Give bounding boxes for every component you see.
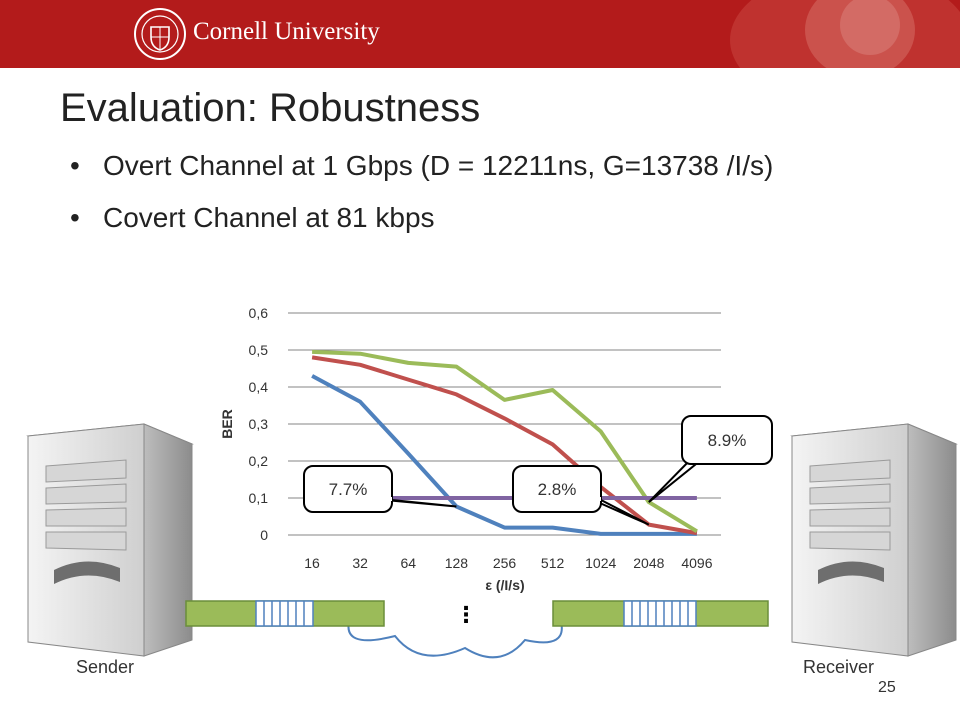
university-name: Cornell University [193, 18, 380, 45]
x-tick-label: 32 [352, 555, 368, 571]
x-tick-label: 2048 [633, 555, 664, 571]
x-tick-label: 256 [493, 555, 517, 571]
receiver-label: Receiver [803, 657, 875, 677]
cloud-icon [347, 617, 563, 659]
x-tick-label: 512 [541, 555, 565, 571]
sender-server-icon [26, 423, 194, 657]
bullet-item: • Overt Channel at 1 Gbps (D = 12211ns, G… [70, 140, 773, 192]
callout-box: 7.7% [303, 465, 457, 513]
page-number: 25 [878, 679, 896, 696]
header-banner: Cornell University [0, 0, 960, 68]
sender-packet-stream [185, 600, 385, 627]
x-tick-label: 128 [445, 555, 469, 571]
x-axis-label: ε (/I/s) [485, 577, 524, 593]
y-tick-labels: 0 0,1 0,2 0,3 0,4 0,5 0,6 [249, 305, 269, 543]
x-tick-label: 1024 [585, 555, 616, 571]
statue-background-icon [600, 0, 960, 68]
callout-frame [303, 465, 393, 513]
y-tick-label: 0,5 [249, 342, 269, 358]
y-tick-label: 0,3 [249, 416, 269, 432]
bullet-text: Covert Channel at 81 kbps [103, 202, 435, 233]
y-tick-label: 0,4 [249, 379, 269, 395]
x-tick-label: 4096 [681, 555, 712, 571]
callout-annotations: 7.7% 2.8% 8.9% [303, 415, 773, 526]
x-tick-label: 16 [304, 555, 320, 571]
cornell-seal-icon [134, 8, 186, 60]
bullet-dot-icon: • [70, 150, 80, 181]
callout-frame [681, 415, 773, 465]
bullet-text: Overt Channel at 1 Gbps (D = 12211ns, G=… [103, 150, 774, 181]
y-tick-label: 0,1 [249, 490, 269, 506]
sender-label: Sender [76, 657, 135, 677]
slide-title: Evaluation: Robustness [60, 86, 481, 130]
callout-label: 7.7% [329, 480, 368, 499]
series-line-2 [311, 355, 698, 536]
receiver-server-icon [790, 423, 958, 657]
callout-pointer [384, 499, 457, 508]
y-tick-label: 0,2 [249, 453, 269, 469]
bullet-dot-icon: • [70, 202, 80, 233]
x-tick-label: 64 [400, 555, 416, 571]
y-axis-label: BER [219, 409, 235, 439]
ellipsis-mark: ⋮ [455, 602, 477, 627]
x-tick-labels: 16 32 64 128 256 512 1024 2048 4096 [304, 555, 712, 571]
series-line-1 [311, 374, 697, 536]
series-line-3 [312, 349, 698, 534]
y-tick-label: 0,6 [249, 305, 269, 321]
callout-box: 2.8% [512, 465, 650, 526]
y-tick-label: 0 [260, 527, 268, 543]
bullet-list: • Overt Channel at 1 Gbps (D = 12211ns, G… [70, 140, 773, 244]
callout-frame [512, 465, 602, 513]
callout-label: 2.8% [538, 480, 577, 499]
callout-label: 8.9% [708, 431, 747, 450]
bullet-item: • Covert Channel at 81 kbps [70, 192, 773, 244]
callout-box: 8.9% [648, 415, 773, 503]
receiver-packet-stream [552, 600, 769, 627]
